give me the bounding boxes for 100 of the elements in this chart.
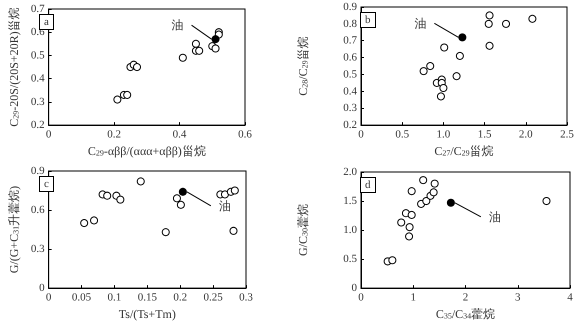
x-tick-label: 2.5 <box>560 128 574 141</box>
point <box>440 43 448 52</box>
x-tick-label: 1 <box>410 292 416 304</box>
y-tick-label: 0.2 <box>30 119 45 132</box>
y-tick-label: 0 <box>352 282 358 294</box>
point <box>406 223 414 232</box>
y-tick-label: 0.3 <box>30 243 46 256</box>
point <box>484 20 493 28</box>
point <box>195 46 204 55</box>
point <box>136 177 145 186</box>
y-tick-label: 0.4 <box>343 85 358 98</box>
point <box>113 96 122 104</box>
point <box>212 44 220 52</box>
point <box>446 198 455 207</box>
point <box>178 188 187 196</box>
point <box>192 40 200 48</box>
point <box>419 176 428 184</box>
annotation: 油 <box>414 16 426 30</box>
point <box>178 54 187 62</box>
x-tick-label: 0.05 <box>72 292 92 304</box>
point <box>405 232 414 240</box>
y-tick-label: 0.9 <box>343 1 358 13</box>
point <box>426 62 434 70</box>
point <box>452 72 461 80</box>
x-tick-label: 4 <box>567 292 574 304</box>
point <box>230 226 238 235</box>
point <box>388 256 396 264</box>
point <box>420 67 428 76</box>
x-tick-label: 0.6 <box>238 128 252 141</box>
y-tick-label: 0.7 <box>343 34 358 47</box>
annotation: a <box>39 14 54 30</box>
x-tick-label: 1.5 <box>478 128 492 141</box>
x-tick-label: 0.3 <box>239 292 254 304</box>
x-tick-label: 0.25 <box>203 292 224 304</box>
point <box>80 219 88 228</box>
y-tick-label: 0.3 <box>343 102 358 114</box>
x-tick-label: 2.0 <box>518 128 534 141</box>
x-axis-title: Ts/(Ts+Tm) <box>118 307 176 321</box>
annotation: 油 <box>172 18 184 32</box>
y-tick-label: 0.6 <box>30 204 46 216</box>
y-tick-label: 1.5 <box>343 195 358 208</box>
point <box>486 42 494 50</box>
y-axis-title: C28/C29甾烷 <box>296 36 310 96</box>
point <box>212 35 220 44</box>
point <box>458 33 466 42</box>
point <box>408 210 416 219</box>
point <box>430 180 439 188</box>
y-tick-label: 0.5 <box>30 49 46 62</box>
y-tick-label: 0.6 <box>343 52 358 64</box>
point <box>408 187 416 196</box>
annotation: 油 <box>488 210 501 224</box>
x-tick-label: 0.1 <box>108 292 122 304</box>
point <box>90 216 98 224</box>
x-tick-label: 0.2 <box>173 292 188 304</box>
point <box>172 194 181 202</box>
point <box>430 188 438 196</box>
x-tick-label: 1.0 <box>436 128 451 141</box>
x-axis-title: C35/C34藿烷 <box>436 307 496 321</box>
annotation: 油 <box>218 198 231 213</box>
y-axis-title: G/C30藿烷 <box>296 204 310 256</box>
point <box>502 20 510 28</box>
y-tick-label: 1.0 <box>343 224 358 236</box>
x-tick-label: 0.2 <box>107 128 121 141</box>
y-tick-label: 0.8 <box>343 18 358 30</box>
x-tick-label: 0.15 <box>138 292 158 304</box>
point <box>220 190 229 198</box>
point <box>230 186 239 195</box>
point <box>133 63 142 72</box>
y-tick-label: 2.0 <box>343 166 358 178</box>
annotation: c <box>39 176 54 192</box>
y-tick-label: 0.5 <box>343 253 358 266</box>
y-tick-label: 0.4 <box>30 72 46 85</box>
x-tick-label: 0.4 <box>172 128 187 141</box>
x-axis-title: C29-αββ/(ααα+αββ)甾烷 <box>88 144 206 158</box>
point <box>123 90 132 99</box>
y-tick-label: 0.7 <box>30 3 46 15</box>
x-tick-label: 0.5 <box>395 128 410 141</box>
point <box>542 197 550 206</box>
y-axis-title: C29-20S/(20S+20R)甾烷 <box>7 7 21 127</box>
y-tick-label: 0 <box>39 282 46 294</box>
y-tick-label: 0.2 <box>343 119 357 132</box>
point <box>103 192 112 200</box>
point <box>176 200 185 209</box>
x-tick-label: 3 <box>515 292 521 304</box>
point <box>162 228 170 236</box>
point <box>436 92 445 100</box>
point <box>456 52 464 60</box>
y-tick-label: 0.9 <box>30 165 46 177</box>
point <box>486 11 494 20</box>
annotation: b <box>360 12 376 28</box>
x-tick-label: 2 <box>462 292 468 304</box>
annotation: d <box>360 177 376 193</box>
point <box>397 218 406 226</box>
point <box>439 84 448 92</box>
y-tick-label: 0.3 <box>30 96 46 108</box>
point <box>422 197 430 206</box>
point <box>116 196 124 204</box>
y-tick-label: 0.5 <box>343 68 358 80</box>
x-axis-title: C27/C29甾烷 <box>434 144 494 158</box>
y-axis-title: G/(G+C31升藿烷) <box>7 186 21 274</box>
